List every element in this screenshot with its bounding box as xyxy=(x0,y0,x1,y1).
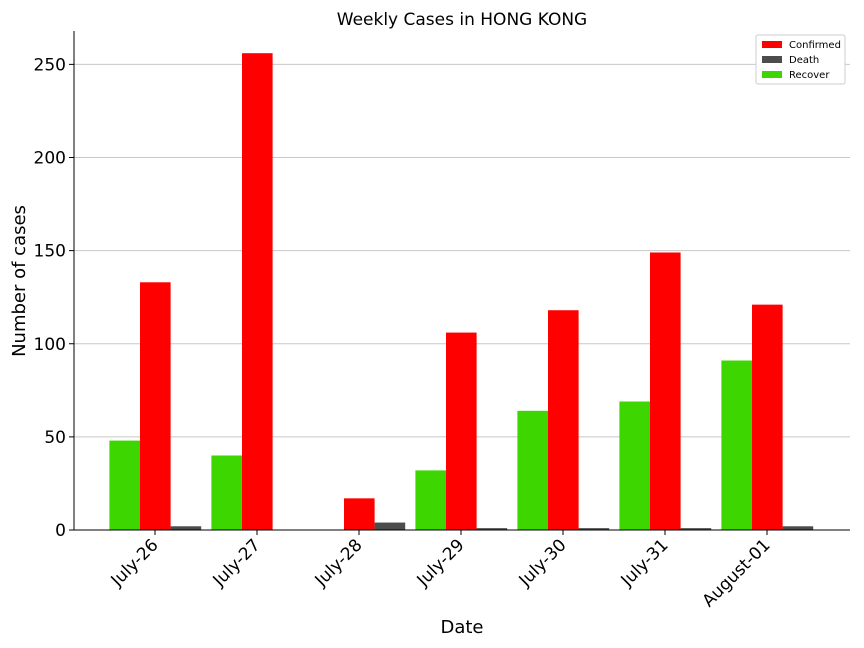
y-tick-label: 100 xyxy=(34,335,66,355)
legend-label-confirmed: Confirmed xyxy=(789,40,841,51)
bar-death-july-30 xyxy=(578,528,610,530)
y-tick-label: 50 xyxy=(44,428,66,448)
bar-recover-july-30 xyxy=(517,410,548,530)
y-axis-ticks: 0 50 100 150 200 250 xyxy=(34,55,74,541)
chart-title: Weekly Cases in HONG KONG xyxy=(337,10,587,30)
bar-confirmed-july-31 xyxy=(650,252,681,531)
legend-label-death: Death xyxy=(789,55,819,66)
x-axis-ticks: July-26 July-27 July-28 July-29 July-30 July-… xyxy=(107,530,775,611)
legend-swatch-confirmed xyxy=(762,41,782,48)
x-tick-label: August-01 xyxy=(699,535,775,611)
bar-death-august-01 xyxy=(782,526,814,530)
y-tick-label: 250 xyxy=(34,55,66,75)
bars xyxy=(109,53,814,531)
bar-confirmed-july-29 xyxy=(446,332,477,530)
bar-confirmed-july-28 xyxy=(344,498,375,530)
bar-confirmed-august-01 xyxy=(752,304,783,530)
x-tick-label: July-29 xyxy=(413,535,469,591)
legend: Confirmed Death Recover xyxy=(755,34,846,85)
y-axis-label: Number of cases xyxy=(9,205,30,357)
x-axis-label: Date xyxy=(440,617,483,638)
bar-confirmed-july-26 xyxy=(140,282,171,530)
x-tick-label: July-28 xyxy=(311,535,367,591)
grid xyxy=(74,63,850,438)
bar-death-july-31 xyxy=(680,528,712,530)
y-tick-label: 200 xyxy=(34,149,66,169)
bar-recover-july-27 xyxy=(211,455,242,530)
bar-recover-july-31 xyxy=(619,401,650,530)
bar-death-july-26 xyxy=(170,526,202,530)
x-tick-label: July-30 xyxy=(515,535,571,591)
legend-label-recover: Recover xyxy=(789,70,830,81)
y-tick-label: 0 xyxy=(55,521,66,541)
bar-recover-august-01 xyxy=(721,360,752,530)
x-tick-label: July-31 xyxy=(617,535,673,591)
legend-swatch-death xyxy=(762,56,782,63)
bar-death-july-28 xyxy=(374,522,406,530)
bar-death-july-29 xyxy=(476,528,508,530)
x-tick-label: July-26 xyxy=(107,535,163,591)
bar-confirmed-july-27 xyxy=(242,53,273,530)
x-tick-label: July-27 xyxy=(209,535,265,591)
legend-swatch-recover xyxy=(762,71,782,78)
bar-recover-july-26 xyxy=(109,440,140,530)
y-tick-label: 150 xyxy=(34,242,66,262)
bar-recover-july-29 xyxy=(415,470,446,530)
bar-confirmed-july-30 xyxy=(548,310,579,530)
